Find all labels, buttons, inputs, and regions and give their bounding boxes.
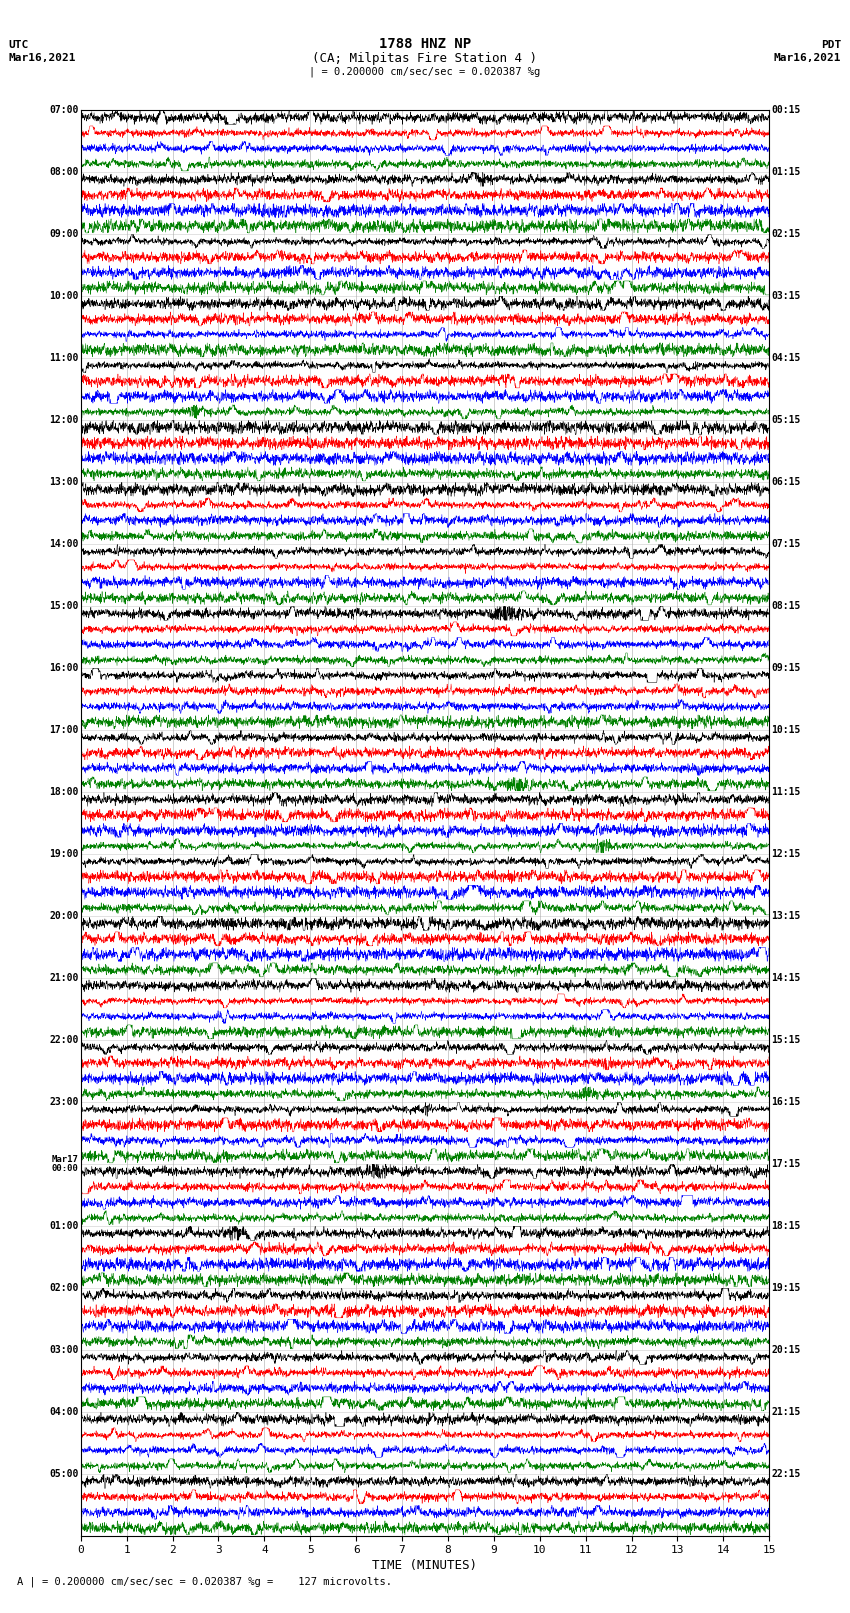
Text: Mar16,2021: Mar16,2021 — [774, 53, 842, 63]
Text: 21:00: 21:00 — [49, 973, 79, 982]
X-axis label: TIME (MINUTES): TIME (MINUTES) — [372, 1560, 478, 1573]
Text: 02:15: 02:15 — [771, 229, 801, 239]
Text: 13:15: 13:15 — [771, 911, 801, 921]
Text: 00:00: 00:00 — [52, 1163, 79, 1173]
Text: 07:15: 07:15 — [771, 539, 801, 548]
Text: 16:15: 16:15 — [771, 1097, 801, 1107]
Text: 02:00: 02:00 — [49, 1282, 79, 1292]
Text: Mar17: Mar17 — [52, 1155, 79, 1163]
Text: 07:00: 07:00 — [49, 105, 79, 115]
Text: 20:00: 20:00 — [49, 911, 79, 921]
Text: PDT: PDT — [821, 40, 842, 50]
Text: Mar16,2021: Mar16,2021 — [8, 53, 76, 63]
Text: 17:15: 17:15 — [771, 1158, 801, 1168]
Text: 03:00: 03:00 — [49, 1345, 79, 1355]
Text: 1788 HNZ NP: 1788 HNZ NP — [379, 37, 471, 52]
Text: 08:15: 08:15 — [771, 600, 801, 611]
Text: 10:00: 10:00 — [49, 290, 79, 300]
Text: 01:00: 01:00 — [49, 1221, 79, 1231]
Text: 23:00: 23:00 — [49, 1097, 79, 1107]
Text: 10:15: 10:15 — [771, 724, 801, 734]
Text: 19:15: 19:15 — [771, 1282, 801, 1292]
Text: 04:00: 04:00 — [49, 1407, 79, 1416]
Text: (CA; Milpitas Fire Station 4 ): (CA; Milpitas Fire Station 4 ) — [313, 52, 537, 65]
Text: 16:00: 16:00 — [49, 663, 79, 673]
Text: 03:15: 03:15 — [771, 290, 801, 300]
Text: 17:00: 17:00 — [49, 724, 79, 734]
Text: 00:15: 00:15 — [771, 105, 801, 115]
Text: 12:15: 12:15 — [771, 848, 801, 858]
Text: 09:15: 09:15 — [771, 663, 801, 673]
Text: 08:00: 08:00 — [49, 166, 79, 177]
Text: 20:15: 20:15 — [771, 1345, 801, 1355]
Text: 05:15: 05:15 — [771, 415, 801, 424]
Text: 12:00: 12:00 — [49, 415, 79, 424]
Text: 09:00: 09:00 — [49, 229, 79, 239]
Text: 14:00: 14:00 — [49, 539, 79, 548]
Text: 18:00: 18:00 — [49, 787, 79, 797]
Text: 22:15: 22:15 — [771, 1468, 801, 1479]
Text: 15:15: 15:15 — [771, 1034, 801, 1045]
Text: 11:00: 11:00 — [49, 353, 79, 363]
Text: 22:00: 22:00 — [49, 1034, 79, 1045]
Text: 04:15: 04:15 — [771, 353, 801, 363]
Text: 21:15: 21:15 — [771, 1407, 801, 1416]
Text: 06:15: 06:15 — [771, 477, 801, 487]
Text: 15:00: 15:00 — [49, 600, 79, 611]
Text: 14:15: 14:15 — [771, 973, 801, 982]
Text: 13:00: 13:00 — [49, 477, 79, 487]
Text: 01:15: 01:15 — [771, 166, 801, 177]
Text: 11:15: 11:15 — [771, 787, 801, 797]
Text: UTC: UTC — [8, 40, 29, 50]
Text: | = 0.200000 cm/sec/sec = 0.020387 %g: | = 0.200000 cm/sec/sec = 0.020387 %g — [309, 66, 541, 77]
Text: A | = 0.200000 cm/sec/sec = 0.020387 %g =    127 microvolts.: A | = 0.200000 cm/sec/sec = 0.020387 %g … — [17, 1576, 392, 1587]
Text: 18:15: 18:15 — [771, 1221, 801, 1231]
Text: 05:00: 05:00 — [49, 1468, 79, 1479]
Text: 19:00: 19:00 — [49, 848, 79, 858]
